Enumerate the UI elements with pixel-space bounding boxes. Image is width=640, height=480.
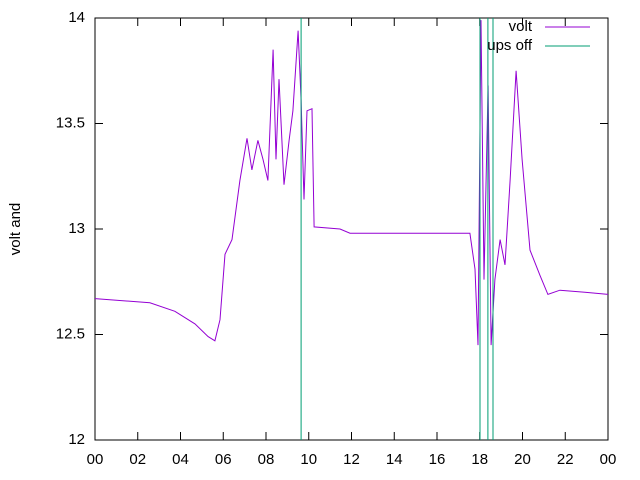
y-tick-label: 13.5 bbox=[56, 114, 85, 131]
x-tick-label: 22 bbox=[557, 451, 574, 468]
x-tick-label: 14 bbox=[386, 451, 403, 468]
legend-label: ups off bbox=[487, 37, 533, 54]
x-tick-label: 12 bbox=[343, 451, 360, 468]
plot-frame bbox=[94, 17, 609, 441]
series-line bbox=[94, 20, 609, 346]
y-tick-label: 12.5 bbox=[56, 325, 85, 342]
series-line bbox=[300, 18, 494, 440]
y-tick-label: 14 bbox=[68, 9, 85, 26]
x-tick-label: 20 bbox=[514, 451, 531, 468]
y-tick-label: 13 bbox=[68, 220, 85, 237]
x-tick-label: 02 bbox=[129, 451, 146, 468]
x-tick-label: 00 bbox=[87, 451, 104, 468]
legend-label: volt bbox=[509, 18, 533, 35]
x-tick-label: 00 bbox=[600, 451, 617, 468]
x-tick-label: 10 bbox=[300, 451, 317, 468]
x-tick-label: 08 bbox=[258, 451, 275, 468]
x-tick-label: 06 bbox=[215, 451, 232, 468]
y-axis-label: volt and bbox=[7, 203, 24, 256]
x-tick-label: 18 bbox=[471, 451, 488, 468]
x-tick-label: 16 bbox=[429, 451, 446, 468]
y-tick-label: 12 bbox=[68, 431, 85, 448]
x-tick-label: 04 bbox=[172, 451, 189, 468]
